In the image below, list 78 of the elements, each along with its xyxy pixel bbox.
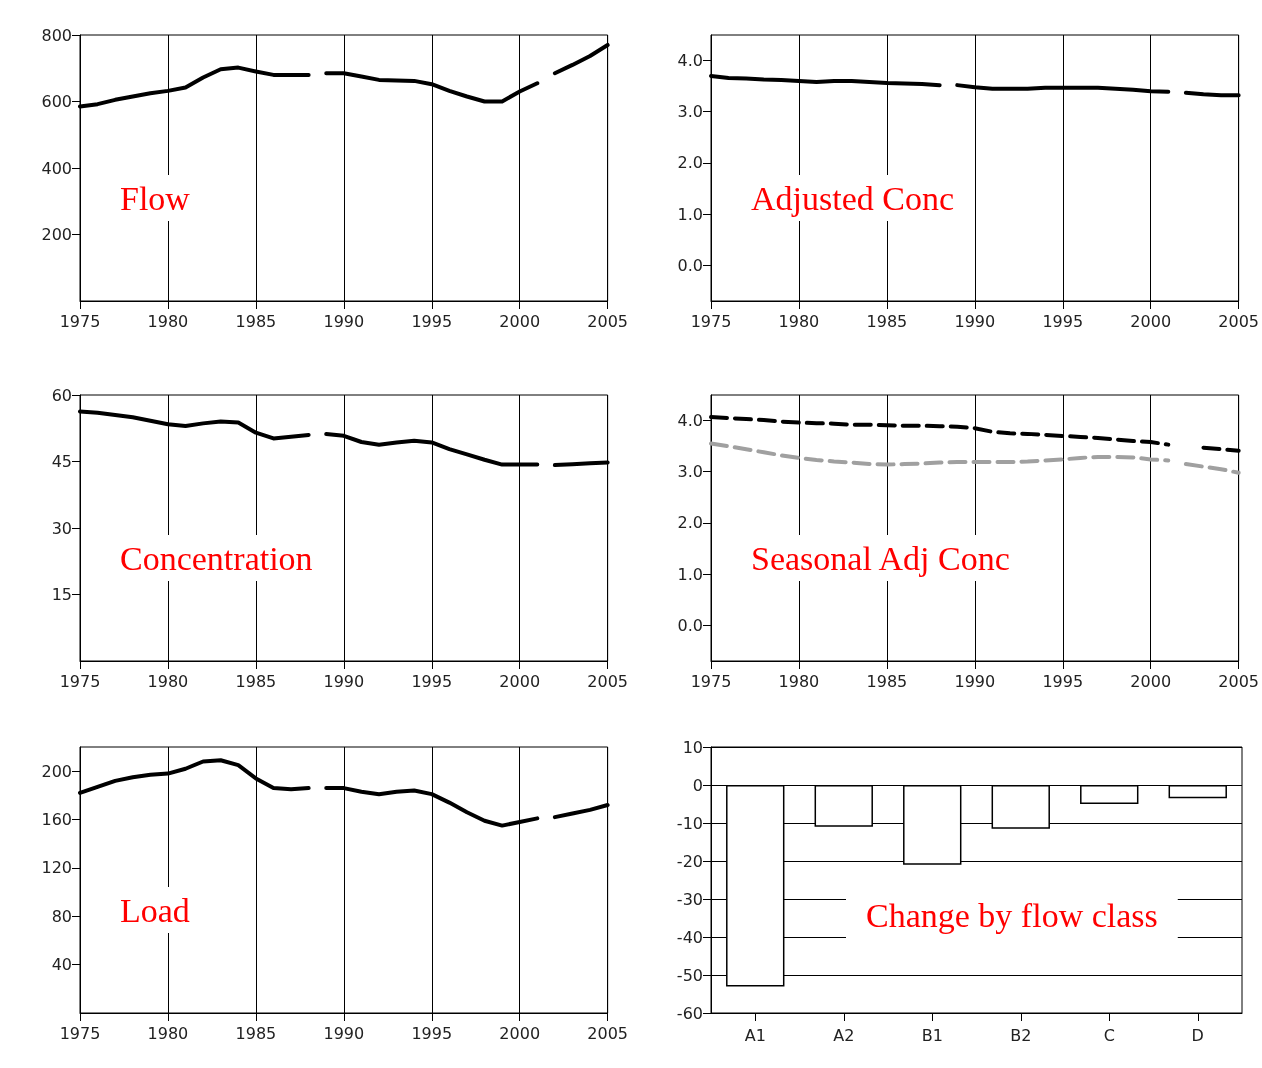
x-tick-label: 1985 (866, 311, 908, 331)
x-tick-label: 2005 (1218, 671, 1259, 691)
y-tick-label: 4.0 (677, 51, 703, 71)
y-tick-label: 2.0 (677, 513, 703, 533)
y-tick-label: 45 (51, 452, 72, 471)
y-tick-label: -40 (676, 927, 703, 947)
annotation: Flow (120, 179, 191, 217)
x-tick-label: 1980 (147, 311, 189, 331)
x-tick-label: D (1191, 1025, 1204, 1045)
x-tick-label: 2005 (587, 311, 628, 331)
x-tick-label: 2005 (1218, 311, 1259, 331)
y-tick-label: 15 (51, 585, 72, 604)
y-tick-label: 40 (51, 955, 72, 975)
y-tick-label: -50 (676, 965, 703, 985)
x-tick-label: 1980 (147, 671, 189, 691)
y-tick-label: 1.0 (677, 564, 703, 584)
x-tick-label: 1975 (59, 311, 101, 331)
x-tick-label: 1985 (235, 311, 277, 331)
y-tick-label: 2.0 (677, 153, 703, 173)
y-tick-label: 3.0 (677, 102, 703, 122)
x-tick-label: 1990 (954, 311, 996, 331)
y-tick-label: 3.0 (677, 462, 703, 482)
x-tick-label: 1990 (323, 671, 365, 691)
y-tick-label: 400 (41, 158, 72, 178)
y-tick-label: 1.0 (677, 204, 703, 224)
y-tick-label: 160 (41, 810, 72, 830)
y-tick-label: -20 (676, 851, 703, 871)
x-tick-label: 1995 (411, 671, 453, 691)
y-tick-label: 120 (41, 858, 72, 878)
x-tick-label: C (1103, 1025, 1115, 1045)
x-tick-label: B2 (1010, 1025, 1032, 1045)
y-tick-label: 0 (692, 775, 703, 795)
x-tick-label: 1995 (411, 1023, 453, 1043)
annotation: Concentration (120, 539, 313, 577)
y-tick-label: 800 (41, 25, 72, 45)
x-tick-label: 1975 (690, 671, 732, 691)
x-tick-label: 1990 (323, 1023, 365, 1043)
y-tick-label: 600 (41, 92, 72, 111)
x-tick-label: 1975 (59, 1023, 101, 1043)
annotation: Change by flow class (866, 896, 1158, 934)
x-tick-label: A1 (744, 1025, 766, 1045)
x-tick-label: 1990 (954, 671, 996, 691)
x-tick-label: A2 (833, 1025, 855, 1045)
x-tick-label: 1980 (778, 311, 820, 331)
y-tick-label: -30 (676, 889, 703, 909)
y-tick-label: 0.0 (677, 615, 703, 635)
x-tick-label: 2000 (499, 671, 541, 691)
y-tick-label: -10 (676, 813, 703, 833)
x-tick-label: 1995 (1042, 671, 1084, 691)
y-tick-label: 200 (41, 761, 72, 781)
x-tick-label: 2005 (587, 1023, 628, 1043)
y-tick-label: 30 (51, 518, 72, 538)
y-tick-label: -60 (676, 1003, 703, 1023)
annotation: Adjusted Conc (751, 179, 955, 217)
y-tick-label: 10 (682, 737, 703, 757)
x-tick-label: 1985 (866, 671, 908, 691)
x-tick-label: 1985 (235, 671, 277, 691)
x-tick-label: 2000 (499, 311, 541, 331)
x-tick-label: 2005 (587, 671, 628, 691)
x-tick-label: 1975 (59, 671, 101, 691)
x-tick-label: 2000 (1130, 311, 1172, 331)
x-tick-label: 1995 (411, 311, 453, 331)
y-tick-label: 200 (41, 225, 72, 244)
x-tick-label: 2000 (1130, 671, 1172, 691)
annotation: Seasonal Adj Conc (751, 539, 1010, 577)
x-tick-label: 1980 (778, 671, 820, 691)
y-tick-label: 60 (51, 385, 72, 405)
x-tick-label: B1 (921, 1025, 943, 1045)
annotation: Load (120, 891, 190, 929)
x-tick-label: 1995 (1042, 311, 1084, 331)
y-tick-label: 4.0 (677, 411, 703, 431)
y-tick-label: 0.0 (677, 255, 703, 275)
x-tick-label: 1985 (235, 1023, 277, 1043)
x-tick-label: 1990 (323, 311, 365, 331)
x-tick-label: 1980 (147, 1023, 189, 1043)
y-tick-label: 80 (51, 906, 72, 926)
x-tick-label: 1975 (690, 311, 732, 331)
x-tick-label: 2000 (499, 1023, 541, 1043)
